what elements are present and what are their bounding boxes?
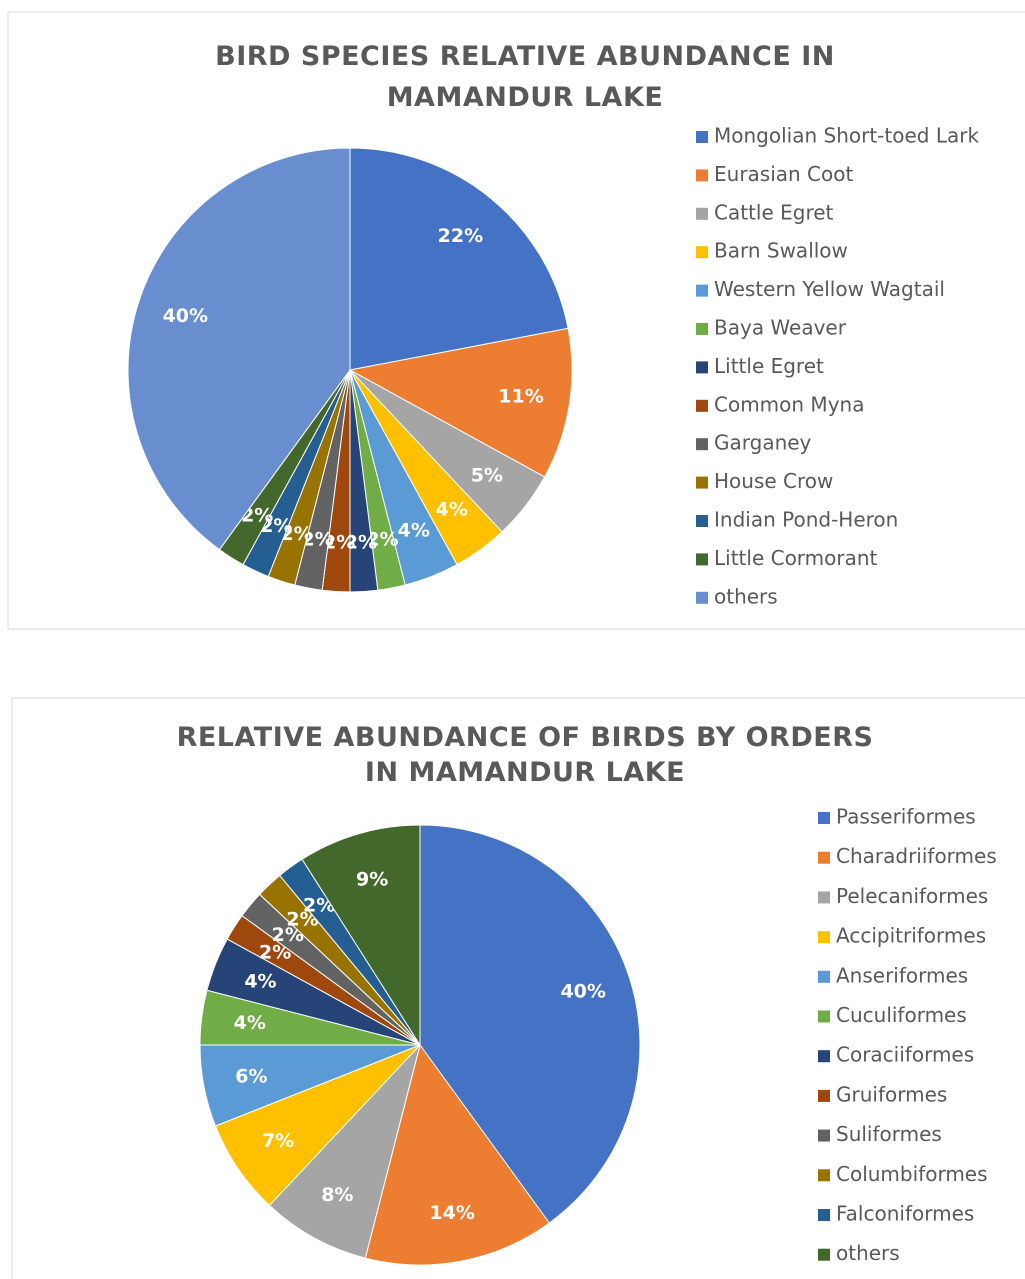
- legend-swatch: [818, 1089, 830, 1102]
- legend-label: Gruiformes: [836, 1082, 947, 1106]
- legend-swatch: [818, 1129, 830, 1142]
- data-label: 2%: [366, 529, 398, 551]
- data-label: 2%: [301, 529, 333, 551]
- data-label: 4%: [398, 520, 430, 542]
- legend-swatch: [696, 131, 708, 143]
- legend-label: others: [836, 1241, 900, 1265]
- legend-label: Baya Weaver: [714, 316, 847, 340]
- pie-slice: [348, 327, 573, 478]
- pie-slice: [127, 147, 351, 551]
- pie-slice: [349, 147, 569, 371]
- legend-label: Eurasian Coot: [714, 162, 853, 186]
- pie-slice: [364, 1043, 551, 1266]
- legend-swatch: [696, 361, 708, 374]
- legend-label: Pelecaniformes: [836, 884, 988, 908]
- legend-swatch: [696, 476, 708, 489]
- legend-swatch: [696, 438, 708, 451]
- data-label: 6%: [235, 1066, 267, 1088]
- legend-label: Mongolian Short-toed Lark: [714, 124, 979, 148]
- data-label: 7%: [262, 1130, 294, 1152]
- data-label: 2%: [323, 531, 355, 553]
- data-label: 22%: [438, 225, 483, 247]
- legend-swatch: [818, 812, 830, 824]
- legend-label: Accipitriformes: [836, 924, 986, 948]
- legend-swatch: [818, 1010, 830, 1023]
- legend-label: Indian Pond-Heron: [714, 508, 898, 532]
- legend-swatch: [818, 1169, 830, 1182]
- pie-slice: [301, 824, 421, 1047]
- data-label: 40%: [560, 980, 605, 1002]
- legend-swatch: [696, 515, 708, 527]
- legend-swatch: [696, 399, 708, 412]
- data-label: 2%: [345, 531, 377, 553]
- data-label: 14%: [429, 1202, 474, 1224]
- legend-swatch: [696, 246, 708, 259]
- legend-swatch: [818, 1209, 830, 1221]
- legend-label: Cattle Egret: [714, 200, 834, 224]
- legend-swatch: [696, 169, 708, 182]
- data-label: 2%: [260, 515, 292, 537]
- data-label: 2%: [280, 523, 312, 545]
- legend-label: Charadriiformes: [836, 844, 997, 868]
- data-label: 4%: [436, 499, 468, 521]
- legend-label: Western Yellow Wagtail: [714, 277, 945, 301]
- legend-label: Coraciiformes: [836, 1043, 974, 1067]
- data-label: 5%: [471, 465, 503, 487]
- legend-label: Little Egret: [714, 354, 824, 378]
- legend-label: Columbiformes: [836, 1162, 988, 1186]
- legend-swatch: [696, 284, 708, 297]
- legend-label: House Crow: [714, 469, 833, 493]
- legend-swatch: [696, 323, 708, 335]
- legend-swatch: [818, 931, 830, 944]
- legend-swatch: [818, 1248, 830, 1261]
- data-label: 11%: [498, 386, 543, 408]
- data-label: 2%: [272, 924, 304, 946]
- chart-title: RELATIVE ABUNDANCE OF BIRDS BY ORDERS IN …: [177, 722, 874, 788]
- legend-label: Cuculiformes: [836, 1003, 967, 1027]
- data-label: 4%: [244, 970, 276, 992]
- data-label: 2%: [286, 908, 318, 930]
- data-label: 4%: [234, 1012, 266, 1034]
- data-label: 9%: [356, 869, 388, 891]
- data-label: 8%: [321, 1184, 353, 1206]
- data-label: 2%: [241, 505, 273, 527]
- legend-label: Garganey: [714, 431, 812, 455]
- legend-swatch: [696, 207, 708, 220]
- legend-swatch: [818, 970, 830, 983]
- data-label: 2%: [259, 942, 291, 964]
- legend-swatch: [818, 1050, 830, 1063]
- legend-label: others: [714, 584, 778, 608]
- legend-swatch: [818, 891, 830, 904]
- legend-label: Anseriformes: [836, 963, 968, 987]
- data-label: 40%: [163, 305, 208, 327]
- legend-label: Passeriformes: [836, 805, 976, 829]
- legend-swatch: [818, 851, 830, 864]
- chart-title: BIRD SPECIES RELATIVE ABUNDANCE IN MAMAND…: [215, 41, 835, 113]
- legend-label: Little Cormorant: [714, 546, 878, 570]
- legend-swatch: [696, 553, 708, 566]
- legend-label: Falconiformes: [836, 1202, 974, 1226]
- legend-label: Suliformes: [836, 1122, 942, 1146]
- legend-label: Barn Swallow: [714, 239, 848, 263]
- pie-slice: [268, 1044, 421, 1259]
- data-label: 2%: [303, 895, 335, 917]
- legend-label: Common Myna: [714, 392, 864, 416]
- legend-swatch: [696, 591, 708, 604]
- pie-slice: [419, 824, 641, 1224]
